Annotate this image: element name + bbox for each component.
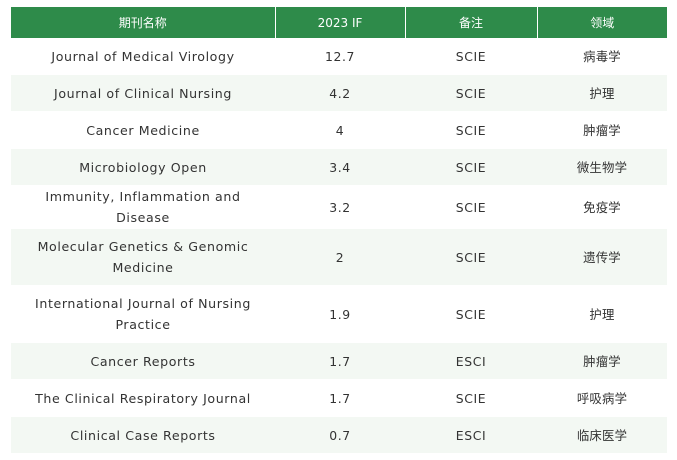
header-note: 备注 — [405, 7, 538, 38]
field-cell: 肿瘤学 — [537, 111, 667, 149]
header-field: 领域 — [537, 7, 667, 38]
impact-factor-cell: 3.2 — [275, 185, 405, 229]
impact-factor-cell: 4 — [275, 111, 405, 149]
impact-factor-cell: 3.4 — [275, 148, 405, 186]
impact-factor-cell: 4.2 — [275, 74, 405, 112]
note-cell: ESCI — [405, 416, 537, 454]
impact-factor-cell: 12.7 — [275, 38, 405, 75]
journal-name-cell: Cancer Medicine — [11, 111, 275, 149]
note-cell: SCIE — [405, 285, 537, 343]
header-impact-factor: 2023 IF — [275, 7, 406, 38]
table-row: Cancer Medicine 4 SCIE 肿瘤学 — [11, 111, 667, 149]
field-cell: 病毒学 — [537, 38, 667, 75]
table-header: 期刊名称 2023 IF 备注 领域 — [11, 7, 667, 38]
table-row: Immunity, Inflammation and Disease 3.2 S… — [11, 185, 667, 229]
note-cell: ESCI — [405, 342, 537, 380]
note-cell: SCIE — [405, 185, 537, 229]
note-cell: SCIE — [405, 74, 537, 112]
field-cell: 肿瘤学 — [537, 342, 667, 380]
field-cell: 遗传学 — [537, 228, 667, 286]
note-cell: SCIE — [405, 379, 537, 417]
table-row: Microbiology Open 3.4 SCIE 微生物学 — [11, 148, 667, 186]
impact-factor-cell: 1.9 — [275, 285, 405, 343]
field-cell: 护理 — [537, 74, 667, 112]
journal-table-container: 期刊名称 2023 IF 备注 领域 Journal of Medical Vi… — [11, 7, 667, 454]
journal-name-cell: Journal of Clinical Nursing — [11, 74, 275, 112]
journal-name-cell: Microbiology Open — [11, 148, 275, 186]
journal-name-cell: International Journal of Nursing Practic… — [11, 285, 275, 343]
header-journal-name: 期刊名称 — [11, 7, 276, 38]
journal-name-cell: Journal of Medical Virology — [11, 38, 275, 75]
table-row: Journal of Medical Virology 12.7 SCIE 病毒… — [11, 38, 667, 75]
impact-factor-cell: 2 — [275, 228, 405, 286]
table-body: Journal of Medical Virology 12.7 SCIE 病毒… — [11, 38, 667, 454]
table-row: Molecular Genetics & Genomic Medicine 2 … — [11, 228, 667, 286]
field-cell: 临床医学 — [537, 416, 667, 454]
field-cell: 呼吸病学 — [537, 379, 667, 417]
impact-factor-cell: 0.7 — [275, 416, 405, 454]
field-cell: 微生物学 — [537, 148, 667, 186]
field-cell: 免疫学 — [537, 185, 667, 229]
journal-name-cell: Immunity, Inflammation and Disease — [11, 185, 275, 229]
journal-name-cell: Cancer Reports — [11, 342, 275, 380]
journal-name-cell: Molecular Genetics & Genomic Medicine — [11, 228, 275, 286]
table-row: Cancer Reports 1.7 ESCI 肿瘤学 — [11, 342, 667, 380]
table-row: The Clinical Respiratory Journal 1.7 SCI… — [11, 379, 667, 417]
note-cell: SCIE — [405, 148, 537, 186]
note-cell: SCIE — [405, 111, 537, 149]
impact-factor-cell: 1.7 — [275, 379, 405, 417]
impact-factor-cell: 1.7 — [275, 342, 405, 380]
journal-name-cell: The Clinical Respiratory Journal — [11, 379, 275, 417]
journal-table: 期刊名称 2023 IF 备注 领域 Journal of Medical Vi… — [11, 7, 667, 454]
header-row: 期刊名称 2023 IF 备注 领域 — [11, 7, 667, 38]
field-cell: 护理 — [537, 285, 667, 343]
table-row: Journal of Clinical Nursing 4.2 SCIE 护理 — [11, 74, 667, 112]
table-row: Clinical Case Reports 0.7 ESCI 临床医学 — [11, 416, 667, 454]
journal-name-cell: Clinical Case Reports — [11, 416, 275, 454]
note-cell: SCIE — [405, 228, 537, 286]
note-cell: SCIE — [405, 38, 537, 75]
table-row: International Journal of Nursing Practic… — [11, 285, 667, 343]
